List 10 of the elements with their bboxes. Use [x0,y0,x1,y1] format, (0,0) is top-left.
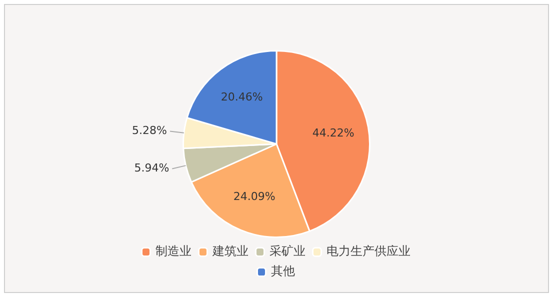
data-label: 20.46% [220,90,263,104]
legend-label: 采矿业 [270,244,306,258]
data-label: 5.94% [134,162,170,175]
data-label: 5.28% [132,124,168,138]
data-label: 24.09% [233,190,276,204]
legend-label: 制造业 [156,244,192,258]
data-label: 44.22% [312,126,354,140]
legend-label: 建筑业 [212,244,248,258]
legend-label: 电力生产供应业 [326,244,410,258]
legend-label: 其他 [271,264,295,278]
